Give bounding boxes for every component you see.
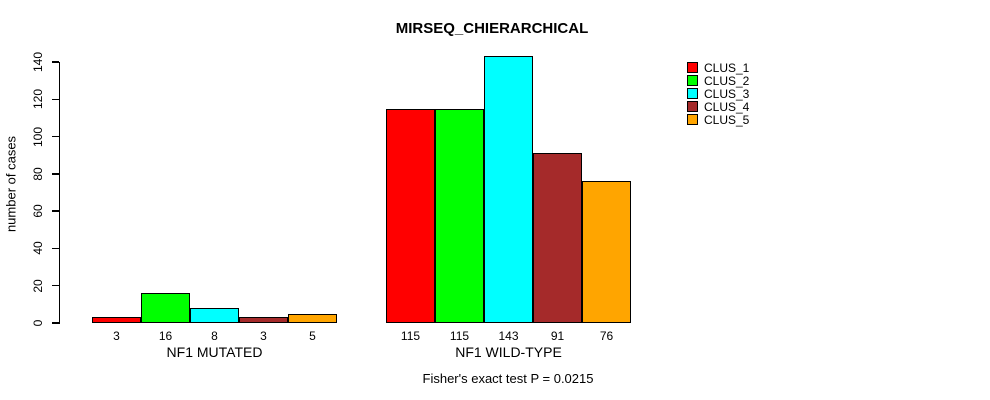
bar-value-label: 76 xyxy=(599,329,614,343)
y-axis-tick-label: 20 xyxy=(31,279,45,293)
y-axis-tick xyxy=(52,135,59,138)
legend-label: CLUS_5 xyxy=(704,112,750,127)
y-axis-tick-label: 40 xyxy=(31,241,45,256)
bar-clus_3-mutated xyxy=(190,308,239,323)
y-axis-tick xyxy=(52,247,59,250)
legend-label: CLUS_1 xyxy=(704,60,750,75)
legend-swatch-clus_2 xyxy=(687,75,698,86)
group-label-nf1-mutated: NF1 MUTATED xyxy=(166,344,263,360)
bar-clus_5-mutated xyxy=(288,313,337,323)
bar-clus_2-mutated xyxy=(141,293,190,323)
y-axis-tick-label: 100 xyxy=(31,126,45,147)
y-axis-tick xyxy=(52,322,59,324)
legend-item-clus_4: CLUS_4 xyxy=(687,99,750,114)
bar-value-label: 143 xyxy=(498,329,519,343)
y-axis-title: number of cases xyxy=(3,135,19,233)
y-axis-tick-label: 0 xyxy=(31,319,45,327)
bar-clus_1-wildtype xyxy=(386,108,435,323)
y-axis-tick xyxy=(52,173,59,175)
legend-item-clus_5: CLUS_5 xyxy=(687,112,750,127)
bar-clus_5-wildtype xyxy=(582,181,631,323)
legend: CLUS_1 CLUS_2 CLUS_3 CLUS_4 CLUS_5 xyxy=(687,60,750,127)
y-axis-tick xyxy=(52,98,59,101)
legend-swatch-clus_4 xyxy=(687,101,698,112)
y-axis-tick xyxy=(52,284,59,287)
y-axis-tick xyxy=(52,210,59,212)
legend-label: CLUS_2 xyxy=(704,73,750,88)
bar-clus_4-mutated xyxy=(239,317,288,323)
bar-value-label: 115 xyxy=(400,329,421,343)
legend-label: CLUS_4 xyxy=(704,99,750,114)
bar-clus_3-wildtype xyxy=(484,56,533,323)
legend-swatch-clus_1 xyxy=(687,62,698,73)
chart-title: MIRSEQ_CHIERARCHICAL xyxy=(395,20,589,37)
legend-item-clus_1: CLUS_1 xyxy=(687,60,750,75)
y-axis-line xyxy=(58,62,60,324)
bar-value-label: 16 xyxy=(158,329,173,343)
y-axis-tick xyxy=(52,61,59,63)
bar-clus_2-wildtype xyxy=(435,108,484,323)
legend-swatch-clus_3 xyxy=(687,88,698,99)
bar-value-label: 5 xyxy=(309,329,316,343)
y-axis-tick-label: 120 xyxy=(31,89,45,110)
legend-swatch-clus_5 xyxy=(687,114,698,125)
y-axis-tick-label: 80 xyxy=(31,167,45,181)
bar-clus_4-wildtype xyxy=(533,153,582,323)
footnote-pvalue: Fisher's exact test P = 0.0215 xyxy=(422,371,594,386)
y-axis-tick-label: 140 xyxy=(31,51,45,73)
legend-label: CLUS_3 xyxy=(704,86,750,101)
bar-value-label: 91 xyxy=(550,329,565,343)
legend-item-clus_2: CLUS_2 xyxy=(687,73,750,88)
bar-value-label: 3 xyxy=(113,329,120,343)
bar-value-label: 3 xyxy=(260,329,267,343)
bar-value-label: 8 xyxy=(211,329,218,343)
bar-value-label: 115 xyxy=(449,329,470,343)
legend-item-clus_3: CLUS_3 xyxy=(687,86,750,101)
bar-clus_1-mutated xyxy=(92,317,141,323)
group-label-nf1-wild-type: NF1 WILD-TYPE xyxy=(455,344,562,360)
y-axis-tick-label: 60 xyxy=(31,204,45,218)
